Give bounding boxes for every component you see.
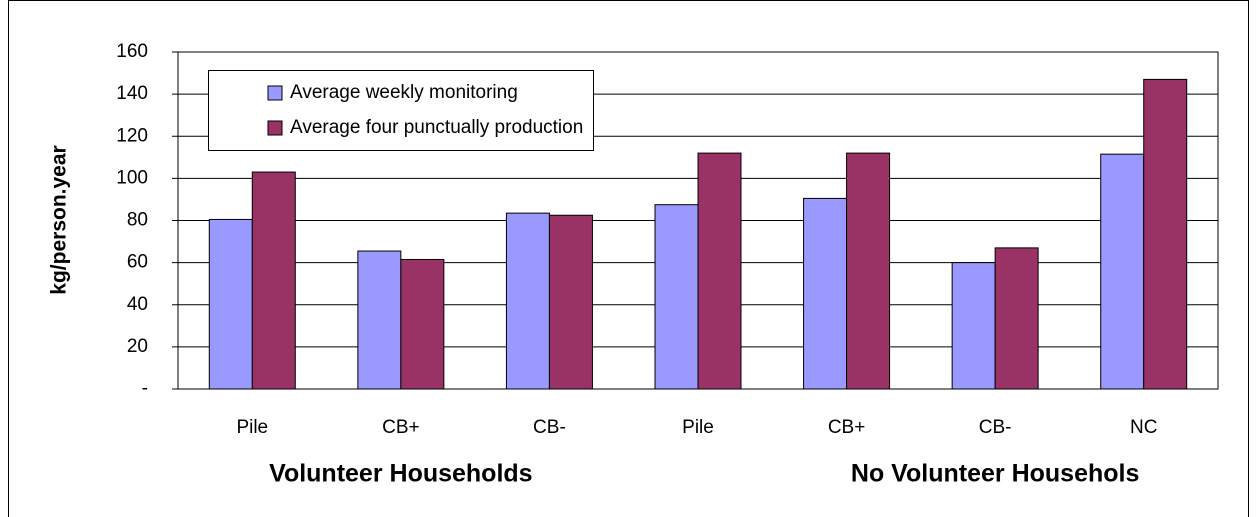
legend-label: Average four punctually production [290,117,583,138]
legend-box [208,70,594,151]
bar [697,152,742,390]
y-tick-label: - [142,378,148,399]
x-tick-label: CB+ [382,417,420,438]
bar [400,258,445,390]
bar [208,218,253,390]
bar [803,197,848,390]
bar [251,171,296,390]
bar [1100,153,1145,390]
y-tick-label: 40 [127,294,148,315]
x-tick-label: CB- [533,417,566,438]
y-tick-label: 80 [127,210,148,231]
bar [548,214,593,390]
bar [654,204,699,390]
bar [994,247,1039,390]
x-tick-label: Pile [682,417,714,438]
y-tick-label: 140 [116,83,148,104]
group-label: Volunteer Households [269,460,532,488]
group-label: No Volunteer Househols [851,460,1139,488]
legend-swatch [267,120,283,136]
x-tick-label: CB+ [828,417,866,438]
bar [846,152,891,390]
y-tick-label: 160 [116,41,148,62]
bar [505,212,550,390]
y-tick-label: 100 [116,167,148,188]
x-tick-label: Pile [236,417,268,438]
bar [951,262,996,390]
y-axis-label: kg/person.year [48,145,71,294]
y-tick-label: 60 [127,252,148,273]
bar [357,250,402,390]
chart-border [8,0,1249,517]
y-tick-label: 20 [127,336,148,357]
x-tick-label: NC [1130,417,1157,438]
x-tick-label: CB- [979,417,1012,438]
bar [1143,78,1188,390]
legend-label: Average weekly monitoring [290,82,518,103]
legend-swatch [267,85,283,101]
y-tick-label: 120 [116,125,148,146]
